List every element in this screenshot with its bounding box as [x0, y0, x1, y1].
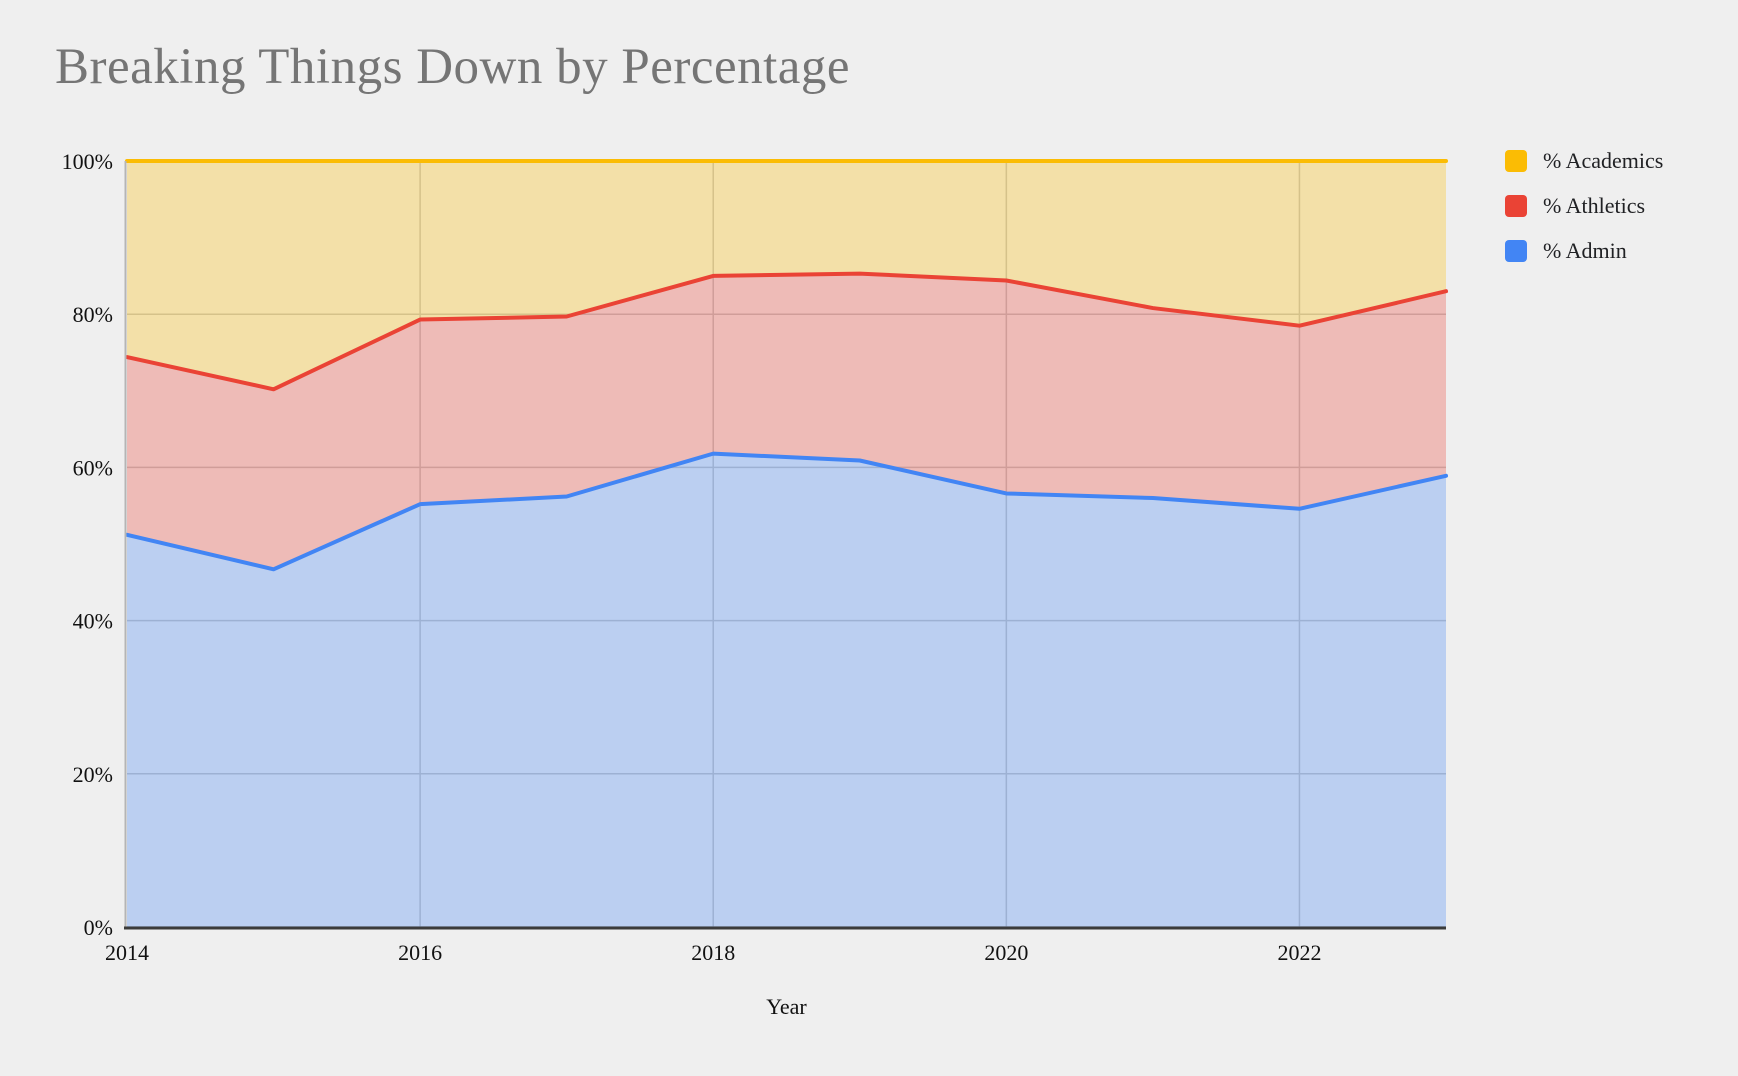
x-tick-label: 2020 [984, 940, 1028, 965]
legend-item-athletics: % Athletics [1505, 195, 1663, 217]
x-tick-label: 2018 [691, 940, 735, 965]
legend-item-admin: % Admin [1505, 240, 1663, 262]
y-tick-label: 60% [73, 455, 113, 480]
legend-swatch-academics [1505, 150, 1527, 172]
legend-label-admin: % Admin [1543, 238, 1627, 263]
x-axis-title: Year [766, 994, 807, 1019]
x-tick-label: 2014 [105, 940, 149, 965]
series-line-admin [125, 451, 1448, 572]
x-tick-label: 2016 [398, 940, 442, 965]
area-academics [127, 161, 1446, 390]
legend-label-athletics: % Athletics [1543, 193, 1646, 218]
legend-label-academics: % Academics [1543, 148, 1664, 173]
x-tick-label: 2022 [1277, 940, 1321, 965]
y-tick-label: 100% [62, 149, 113, 174]
area-admin [127, 453, 1446, 927]
legend-item-academics: % Academics [1505, 150, 1663, 172]
chart-title: Breaking Things Down by Percentage [55, 39, 851, 95]
y-tick-label: 40% [73, 609, 113, 634]
series-line-athletics [125, 271, 1448, 392]
y-tick-label: 20% [73, 762, 113, 787]
y-tick-label: 80% [73, 302, 113, 327]
legend: % Academics % Athletics % Admin [1505, 150, 1663, 262]
y-tick-label: 0% [84, 915, 113, 940]
legend-swatch-athletics [1505, 195, 1527, 217]
legend-swatch-admin [1505, 240, 1527, 262]
